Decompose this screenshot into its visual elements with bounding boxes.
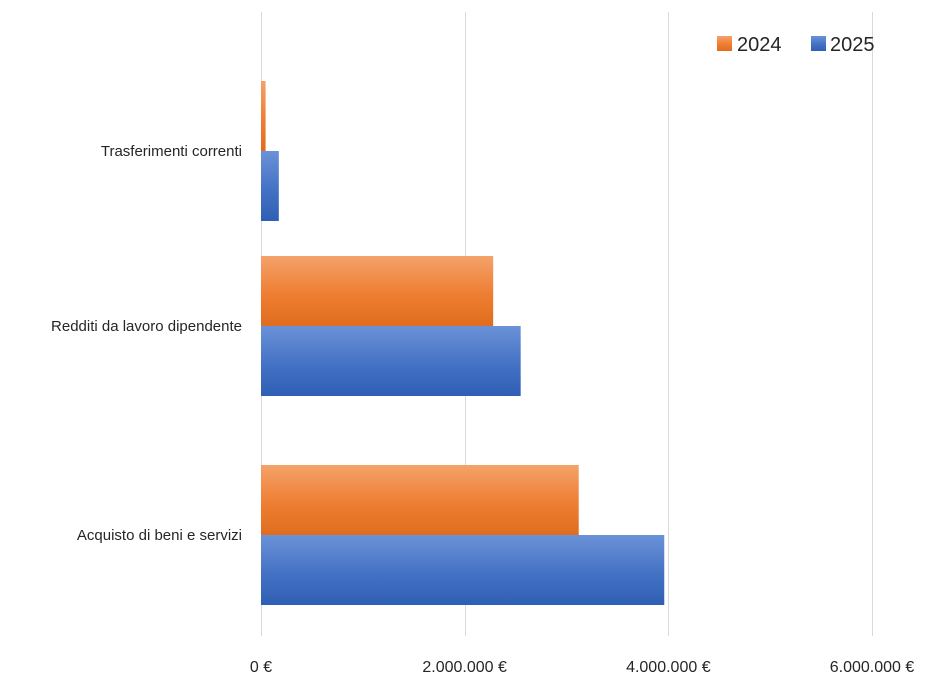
x-tick-label-0: 0 € [250,659,272,676]
legend-swatch-2025 [811,36,826,51]
category-label-1: Redditi da lavoro dipendente [51,318,242,335]
x-tick-label-1: 2.000.000 € [422,659,507,676]
bar-2025-2 [261,535,665,605]
x-tick-label-2: 4.000.000 € [626,659,711,676]
legend-swatch-2024 [717,36,732,51]
x-tick-label-3: 6.000.000 € [830,659,915,676]
legend-label-2024: 2024 [737,34,782,56]
category-label-2: Acquisto di beni e servizi [77,527,242,544]
bar-2024-1 [261,256,494,326]
category-label-0: Trasferimenti correnti [101,143,242,160]
legend-label-2025: 2025 [830,34,875,56]
bar-2025-0 [261,151,279,221]
axes: 0 € 2.000.000 € 4.000.000 € 6.000.000 € Tras… [51,143,914,676]
legend: 2024 2025 [717,34,875,56]
bar-2024-2 [261,465,579,535]
bar-2024-0 [261,81,266,151]
bars [261,81,665,605]
bar-2025-1 [261,326,521,396]
